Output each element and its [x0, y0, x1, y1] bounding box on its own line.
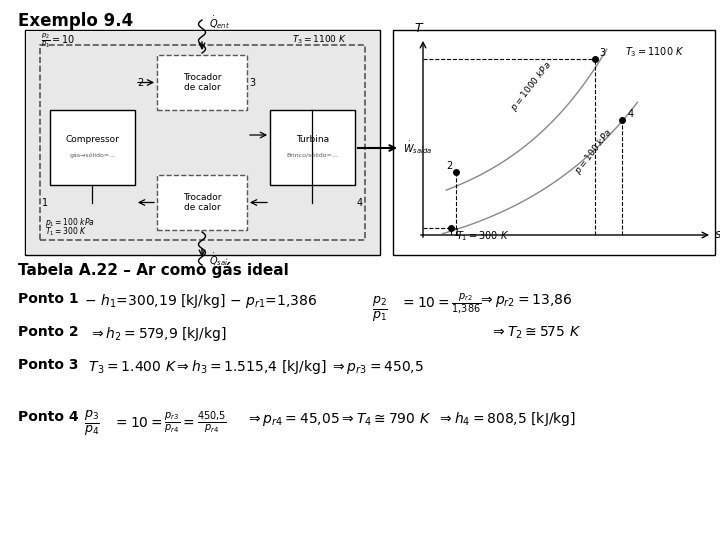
Text: $\Rightarrow h_2 = 579{,}9$ [kJ/kg]: $\Rightarrow h_2 = 579{,}9$ [kJ/kg] — [80, 325, 227, 343]
Text: $T_1 = 300\ K$: $T_1 = 300\ K$ — [456, 230, 509, 244]
Text: s: s — [715, 228, 720, 241]
Text: $p_1=100\ kPa$: $p_1=100\ kPa$ — [45, 216, 95, 229]
Bar — [26, 31, 379, 254]
Bar — [157, 55, 247, 110]
Bar — [270, 110, 355, 185]
Text: $p = 1000\ kPa$: $p = 1000\ kPa$ — [508, 58, 555, 114]
Text: $= 10 = \frac{p_{r3}}{p_{r4}} = \frac{450{,}5}{p_{r4}}$: $= 10 = \frac{p_{r3}}{p_{r4}} = \frac{45… — [113, 410, 227, 436]
Bar — [40, 45, 365, 240]
Text: $\Rightarrow p_{r4} = 45{,}05 \Rightarrow T_4 \cong 790\ K$  $\Rightarrow h_4 = : $\Rightarrow p_{r4} = 45{,}05 \Rightarro… — [237, 410, 576, 428]
Text: $p = 100\ kPa$: $p = 100\ kPa$ — [572, 126, 616, 177]
Text: 1: 1 — [42, 199, 48, 208]
Text: $T_3=1100\ K$: $T_3=1100\ K$ — [292, 34, 347, 46]
Text: Ponto 1: Ponto 1 — [18, 292, 78, 306]
Text: 4: 4 — [627, 109, 634, 119]
Text: Trocador
de calor: Trocador de calor — [183, 193, 221, 212]
Bar — [50, 110, 135, 185]
Text: $\frac{p_2}{p_1}$: $\frac{p_2}{p_1}$ — [372, 294, 388, 323]
Text: 4: 4 — [357, 199, 363, 208]
Text: Tabela A.22 – Ar como gás ideal: Tabela A.22 – Ar como gás ideal — [18, 262, 289, 278]
Text: $T_3 = 1100\ K$: $T_3 = 1100\ K$ — [625, 45, 685, 59]
Bar — [25, 30, 380, 255]
Text: 2: 2 — [137, 78, 143, 89]
Text: Ponto 4: Ponto 4 — [18, 410, 78, 424]
Text: $\frac{p_2}{p_1}=10$: $\frac{p_2}{p_1}=10$ — [41, 31, 76, 49]
Text: gás→sólido=...: gás→sólido=... — [69, 153, 116, 158]
Text: 3: 3 — [600, 48, 606, 58]
Text: 1: 1 — [454, 227, 460, 238]
Text: $\dot{Q}_{sa\acute{\imath}}$: $\dot{Q}_{sa\acute{\imath}}$ — [209, 252, 228, 268]
Text: $\frac{p_3}{p_4}$: $\frac{p_3}{p_4}$ — [84, 408, 100, 437]
Text: Compressor: Compressor — [66, 135, 120, 144]
Text: 2: 2 — [446, 161, 452, 171]
Text: Trocador
de calor: Trocador de calor — [183, 73, 221, 92]
Text: $\Rightarrow T_2 \cong 575\ K$: $\Rightarrow T_2 \cong 575\ K$ — [490, 325, 581, 341]
Text: $\dot{Q}_{ent}$: $\dot{Q}_{ent}$ — [209, 15, 230, 31]
Text: Ponto 3: Ponto 3 — [18, 358, 78, 372]
Text: Turbina: Turbina — [296, 135, 329, 144]
Text: Brinco/sólido=...: Brinco/sólido=... — [287, 153, 338, 158]
Text: Exemplo 9.4: Exemplo 9.4 — [18, 12, 133, 30]
Text: $\dot{W}_{sa\acute{\imath}da}$: $\dot{W}_{sa\acute{\imath}da}$ — [403, 139, 433, 157]
Text: 3: 3 — [249, 78, 255, 89]
Text: $-$ $h_1$=300,19 [kJ/kg] $-$ $p_{r1}$=1,386: $-$ $h_1$=300,19 [kJ/kg] $-$ $p_{r1}$=1,… — [80, 292, 317, 310]
Bar — [157, 175, 247, 230]
Text: $T_1=300\ K$: $T_1=300\ K$ — [45, 226, 87, 239]
Text: $\Rightarrow p_{r2} = 13{,}86$: $\Rightarrow p_{r2} = 13{,}86$ — [478, 292, 572, 309]
Text: Ponto 2: Ponto 2 — [18, 325, 78, 339]
Text: $= 10 = \frac{p_{r2}}{1{,}386}$: $= 10 = \frac{p_{r2}}{1{,}386}$ — [400, 292, 482, 316]
Text: $T_3 = 1.400\ K \Rightarrow h_3 = 1.515{,}4$ [kJ/kg] $\Rightarrow p_{r3} = 450{,: $T_3 = 1.400\ K \Rightarrow h_3 = 1.515{… — [80, 358, 424, 376]
Bar — [393, 30, 715, 255]
Text: T: T — [414, 22, 422, 35]
